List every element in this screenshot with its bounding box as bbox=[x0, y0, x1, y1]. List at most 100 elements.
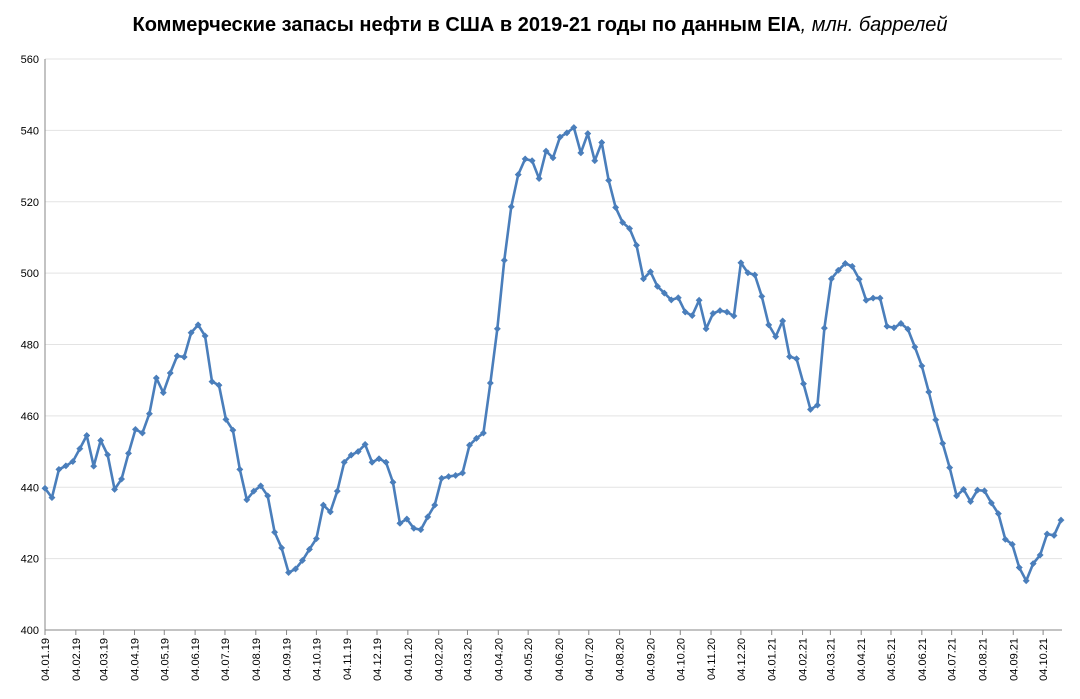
chart-title-unit: , млн. баррелей bbox=[800, 14, 948, 36]
data-point-27 bbox=[229, 426, 237, 434]
data-point-17 bbox=[159, 389, 167, 397]
data-point-59 bbox=[452, 471, 460, 480]
data-point-48 bbox=[375, 455, 383, 463]
data-point-42 bbox=[333, 487, 341, 495]
x-tick-label-1: 04.02.19 bbox=[71, 638, 83, 681]
y-tick-label-520: 520 bbox=[21, 197, 39, 209]
data-point-146 bbox=[1057, 516, 1065, 524]
data-point-49 bbox=[382, 458, 390, 466]
data-point-137 bbox=[994, 510, 1002, 518]
x-tick-label-15: 04.04.20 bbox=[493, 638, 505, 681]
data-point-102 bbox=[751, 271, 759, 279]
data-point-120 bbox=[876, 294, 884, 302]
data-point-41 bbox=[326, 508, 334, 516]
x-tick-label-16: 04.05.20 bbox=[523, 638, 535, 681]
data-point-7 bbox=[90, 462, 98, 470]
x-tick-label-33: 04.10.21 bbox=[1038, 638, 1050, 681]
x-tick-label-7: 04.08.19 bbox=[251, 638, 263, 681]
data-point-13 bbox=[131, 425, 140, 433]
data-point-82 bbox=[612, 203, 620, 212]
data-point-93 bbox=[688, 312, 696, 320]
data-point-19 bbox=[173, 352, 181, 360]
data-point-67 bbox=[507, 203, 515, 211]
data-point-73 bbox=[549, 154, 557, 162]
data-point-63 bbox=[479, 429, 487, 437]
series-oil-stocks bbox=[41, 123, 1065, 585]
data-point-68 bbox=[514, 171, 522, 179]
data-point-60 bbox=[458, 469, 467, 477]
data-point-58 bbox=[445, 472, 453, 481]
data-point-43 bbox=[340, 458, 348, 466]
x-tick-label-12: 04.01.20 bbox=[403, 638, 415, 681]
data-point-40 bbox=[319, 501, 327, 509]
data-point-52 bbox=[403, 515, 411, 523]
data-point-117 bbox=[855, 275, 863, 283]
x-tick-label-24: 04.01.21 bbox=[767, 638, 779, 681]
data-point-132 bbox=[960, 485, 968, 493]
data-point-118 bbox=[862, 296, 870, 304]
x-tick-label-9: 04.10.19 bbox=[311, 638, 323, 681]
data-point-66 bbox=[500, 256, 508, 264]
y-tick-label-460: 460 bbox=[21, 411, 39, 423]
data-point-109 bbox=[799, 380, 808, 388]
data-point-140 bbox=[1015, 563, 1023, 572]
data-point-143 bbox=[1036, 551, 1044, 559]
data-point-87 bbox=[646, 268, 654, 276]
data-point-112 bbox=[820, 324, 828, 332]
data-point-39 bbox=[312, 535, 320, 543]
data-point-51 bbox=[396, 519, 404, 527]
data-point-37 bbox=[298, 556, 307, 564]
chart-title-main: Коммерческие запасы нефти в США в 2019-2… bbox=[132, 14, 801, 36]
grid-lines bbox=[45, 58, 1062, 560]
data-point-95 bbox=[702, 325, 710, 333]
data-point-45 bbox=[354, 448, 362, 456]
x-tick-label-26: 04.03.21 bbox=[825, 638, 837, 681]
y-tick-label-500: 500 bbox=[21, 268, 39, 280]
data-point-77 bbox=[577, 149, 585, 157]
data-point-97 bbox=[716, 307, 724, 315]
data-point-32 bbox=[264, 492, 272, 500]
data-point-72 bbox=[542, 147, 550, 155]
data-point-1 bbox=[48, 494, 56, 502]
data-point-75 bbox=[563, 129, 571, 137]
data-point-124 bbox=[904, 325, 912, 333]
data-point-91 bbox=[674, 294, 682, 302]
data-point-145 bbox=[1050, 531, 1058, 539]
data-point-22 bbox=[194, 321, 202, 329]
data-point-81 bbox=[605, 176, 613, 184]
data-point-2 bbox=[55, 465, 63, 473]
y-tick-labels: 400 420 440 460 480 500 520 540 560 bbox=[21, 54, 39, 637]
data-point-69 bbox=[521, 155, 529, 163]
x-tick-label-6: 04.07.19 bbox=[220, 638, 232, 681]
data-point-116 bbox=[848, 262, 856, 270]
data-point-88 bbox=[653, 282, 661, 290]
data-point-133 bbox=[966, 497, 975, 506]
data-point-76 bbox=[570, 123, 578, 132]
data-point-122 bbox=[890, 324, 898, 332]
data-point-144 bbox=[1043, 530, 1051, 538]
data-point-115 bbox=[841, 259, 849, 268]
data-point-11 bbox=[117, 475, 126, 483]
data-point-0 bbox=[41, 484, 49, 492]
axes bbox=[44, 59, 1062, 635]
x-tick-label-19: 04.08.20 bbox=[615, 638, 627, 681]
x-tick-label-29: 04.06.21 bbox=[917, 638, 929, 681]
data-point-18 bbox=[166, 369, 174, 377]
data-point-57 bbox=[438, 474, 446, 482]
data-point-119 bbox=[869, 294, 877, 302]
data-point-4 bbox=[69, 458, 77, 466]
data-point-16 bbox=[152, 374, 160, 382]
series-line bbox=[43, 126, 1063, 583]
data-point-85 bbox=[632, 241, 641, 249]
x-tick-label-27: 04.04.21 bbox=[856, 638, 868, 681]
x-tick-label-18: 04.07.20 bbox=[584, 638, 596, 681]
data-point-94 bbox=[695, 296, 703, 304]
data-point-28 bbox=[236, 465, 244, 473]
y-tick-label-540: 540 bbox=[21, 125, 39, 137]
x-tick-labels: 04.01.19 04.02.19 04.03.19 04.04.19 04.05.19… bbox=[40, 638, 1050, 681]
data-point-111 bbox=[813, 401, 821, 409]
x-tick-label-11: 04.12.19 bbox=[372, 638, 384, 681]
data-point-64 bbox=[486, 379, 494, 387]
y-tick-label-480: 480 bbox=[21, 340, 39, 352]
